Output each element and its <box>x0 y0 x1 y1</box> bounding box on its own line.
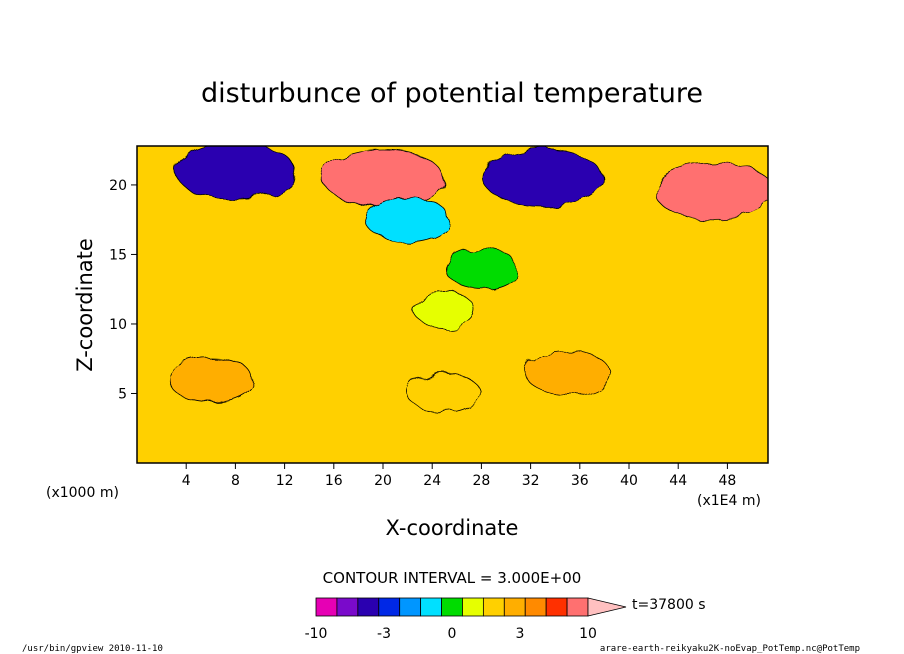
colorbar-swatch <box>462 597 484 617</box>
contour-region-2 <box>654 163 768 221</box>
time-label: t=37800 s <box>632 597 706 613</box>
colorbar-swatch <box>566 597 589 617</box>
colorbar-tick-label: 0 <box>448 626 457 642</box>
colorbar-swatch <box>441 597 463 617</box>
x-tick-label: 4 <box>182 473 191 489</box>
x-tick-label: 20 <box>374 473 392 489</box>
x-tick-label: 24 <box>423 473 441 489</box>
x-tick-label: 16 <box>325 473 343 489</box>
y-axis-ticks: 5 10 15 20 <box>109 178 137 402</box>
contour-regions <box>168 146 768 414</box>
y-tick-label: 10 <box>109 317 127 333</box>
colorbar-tick-label: 3 <box>516 626 525 642</box>
x-unit-right: (x1E4 m) <box>697 493 761 509</box>
plot-frame <box>136 145 769 464</box>
y-tick-label: 5 <box>118 386 127 402</box>
x-tick-label: 36 <box>571 473 589 489</box>
x-tick-label: 48 <box>718 473 736 489</box>
colorbar-tick-label: 10 <box>579 626 597 642</box>
x-tick-label: 12 <box>276 473 294 489</box>
contour-region-4 <box>482 149 604 207</box>
colorbar-tick-label: -10 <box>305 626 328 642</box>
x-tick-label: 8 <box>231 473 240 489</box>
x-tick-label: 40 <box>620 473 638 489</box>
colorbar-tick-labels: -10 -3 0 3 10 <box>305 626 597 642</box>
colorbar-swatch <box>315 597 338 617</box>
y-tick-label: 20 <box>109 178 127 194</box>
contour-region-9 <box>168 357 254 402</box>
y-tick-label: 15 <box>109 247 127 263</box>
colorbar-swatch <box>545 597 568 617</box>
colorbar-swatch <box>420 597 442 617</box>
x-axis-label: X-coordinate <box>386 516 519 540</box>
footer-right: arare-earth-reikyaku2K-noEvap_PotTemp.nc… <box>600 644 860 654</box>
x-tick-label: 28 <box>472 473 490 489</box>
contour-region-8 <box>408 373 481 414</box>
y-axis-label: Z-coordinate <box>73 238 97 372</box>
footer-left: /usr/bin/gpview 2010-11-10 <box>22 644 163 654</box>
colorbar-swatch <box>357 597 380 617</box>
colorbar <box>315 597 627 617</box>
colorbar-extension <box>587 597 627 617</box>
colorbar-swatch <box>503 597 526 617</box>
colorbar-swatch <box>378 597 401 617</box>
x-axis-ticks: 4 8 12 16 20 24 28 32 36 40 44 48 <box>182 463 736 489</box>
plot-area <box>136 145 769 464</box>
colorbar-swatch <box>399 597 422 617</box>
colorbar-swatch <box>336 597 359 617</box>
x-tick-label: 44 <box>669 473 687 489</box>
x-tick-label: 32 <box>522 473 540 489</box>
colorbar-tick-label: -3 <box>377 626 391 642</box>
colorbar-swatch <box>482 597 505 617</box>
contour-region-3 <box>175 146 296 200</box>
contour-region-5 <box>365 197 451 243</box>
colorbar-swatch <box>524 597 547 617</box>
contour-interval: CONTOUR INTERVAL = 3.000E+00 <box>323 569 582 587</box>
contour-region-7 <box>414 291 475 329</box>
contour-region-10 <box>525 350 610 396</box>
contour-region-6 <box>445 247 518 289</box>
x-unit-left: (x1000 m) <box>46 485 119 501</box>
chart-title: disturbunce of potential temperature <box>201 78 703 109</box>
contour-region-1 <box>322 149 444 207</box>
